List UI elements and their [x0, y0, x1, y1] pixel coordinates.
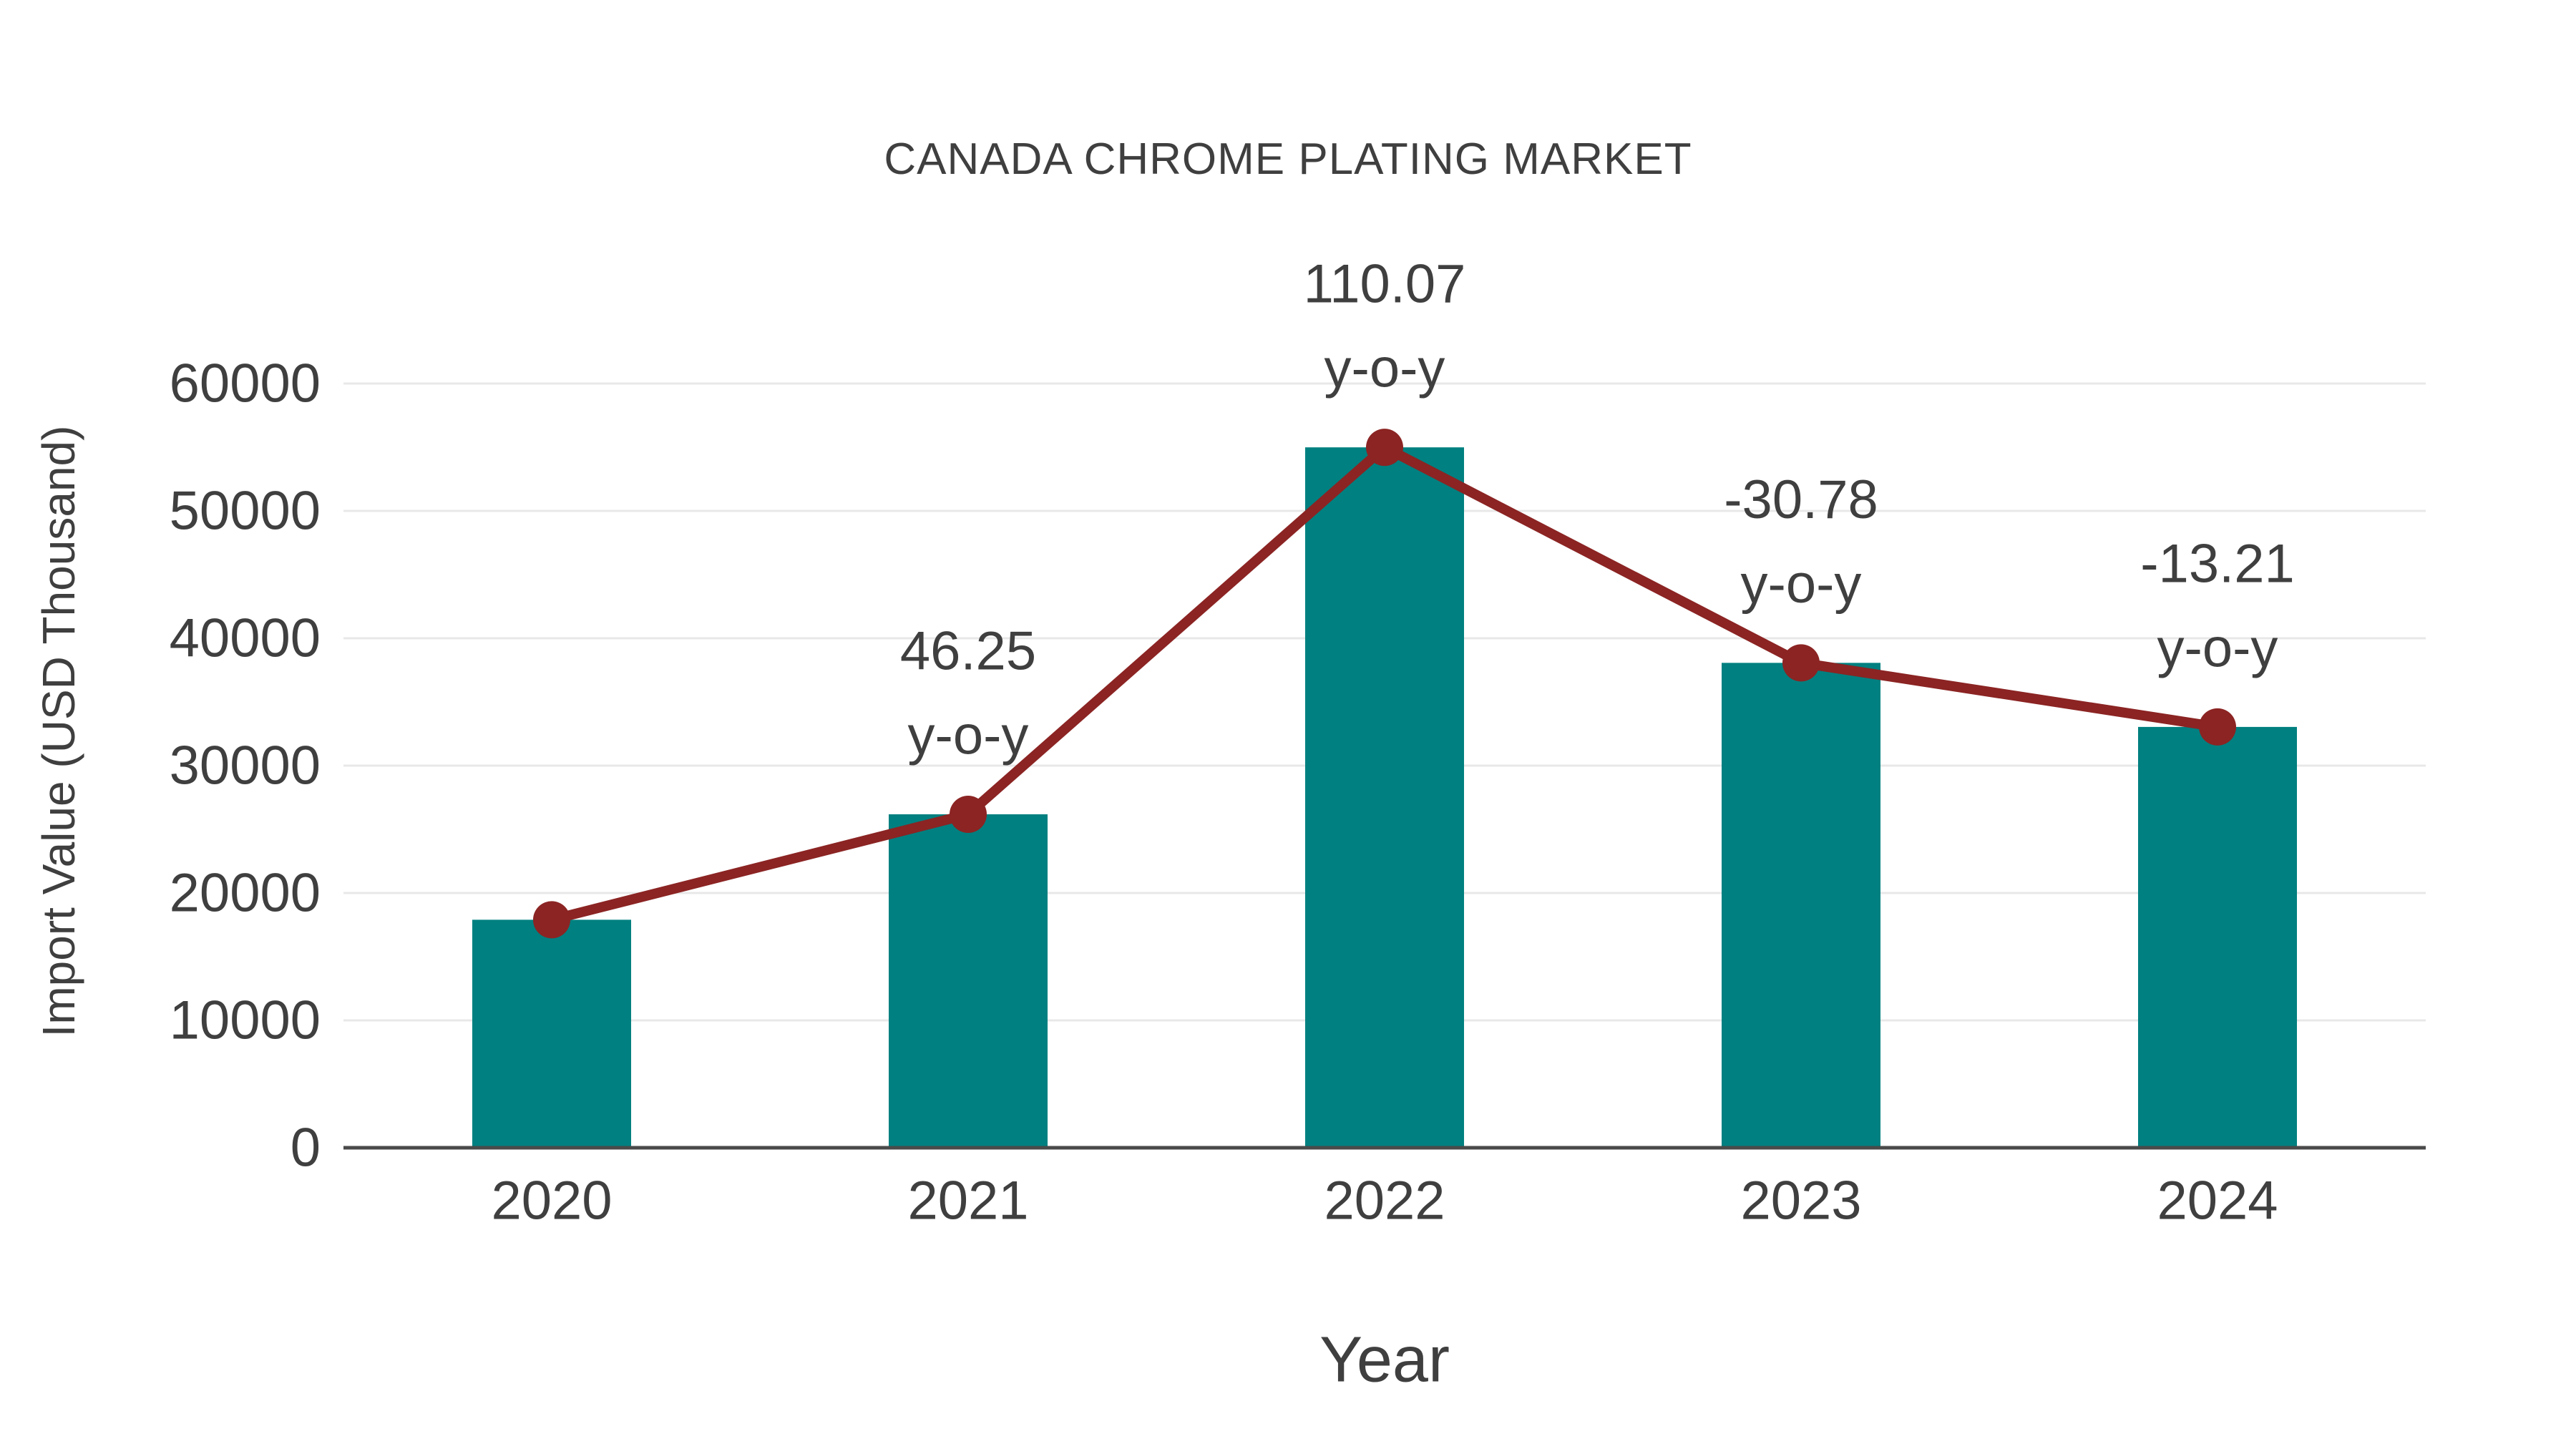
bar-2024 [2138, 726, 2297, 1148]
chart-title: CANADA CHROME PLATING MARKET [884, 135, 1692, 184]
annotation-unit-2024: y-o-y [2157, 618, 2278, 678]
y-tick-label-10000: 10000 [170, 990, 321, 1051]
bar-2021 [889, 814, 1048, 1148]
x-axis-title: Year [1319, 1324, 1450, 1396]
annotation-value-2021: 46.25 [900, 620, 1036, 681]
x-tick-label-2024: 2024 [2157, 1171, 2278, 1231]
bar-2023 [1722, 663, 1880, 1148]
trend-marker-2024 [2199, 708, 2236, 746]
annotation-value-2023: -30.78 [1724, 469, 1878, 530]
x-tick-label-2021: 2021 [907, 1171, 1028, 1231]
annotation-value-2024: -13.21 [2140, 533, 2295, 594]
y-tick-label-30000: 30000 [170, 736, 321, 796]
trend-marker-2021 [950, 795, 987, 833]
annotation-value-2022: 110.07 [1304, 254, 1466, 315]
x-tick-label-2020: 2020 [491, 1171, 612, 1231]
y-tick-label-50000: 50000 [170, 481, 321, 542]
y-tick-label-0: 0 [291, 1118, 321, 1179]
bar-2020 [472, 919, 631, 1148]
bar-2022 [1305, 447, 1464, 1148]
y-tick-label-20000: 20000 [170, 863, 321, 924]
annotation-unit-2021: y-o-y [908, 705, 1029, 766]
annotation-unit-2022: y-o-y [1324, 338, 1445, 399]
trend-marker-2020 [533, 901, 570, 939]
y-tick-label-60000: 60000 [170, 353, 321, 414]
trend-marker-2022 [1366, 429, 1403, 467]
x-tick-label-2023: 2023 [1740, 1171, 1861, 1231]
annotation-unit-2023: y-o-y [1741, 554, 1862, 615]
x-tick-label-2022: 2022 [1324, 1171, 1445, 1231]
trend-marker-2023 [1782, 644, 1820, 682]
y-tick-label-40000: 40000 [170, 608, 321, 669]
